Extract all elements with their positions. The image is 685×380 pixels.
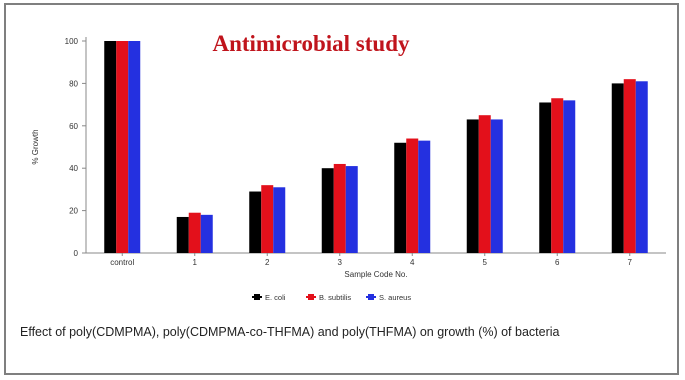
y-tick-label: 100	[65, 37, 79, 46]
bar-0-1	[176, 216, 189, 253]
x-tick-label: 3	[338, 258, 343, 267]
x-tick-label: 1	[193, 258, 198, 267]
bar-0-6	[539, 102, 552, 253]
figure-caption: Effect of poly(CDMPMA), poly(CDMPMA-co-T…	[20, 325, 560, 339]
bar-1-7	[623, 79, 636, 253]
bar-2-2	[273, 187, 286, 253]
bar-chart: Antimicrobial study 0 20 40 60 80 100 % Growth c…	[31, 31, 666, 302]
bar-0-5	[466, 119, 479, 253]
x-tick-label: 6	[555, 258, 560, 267]
bar-1-3	[333, 163, 346, 253]
y-tick-label: 60	[69, 122, 78, 131]
figure-frame: Antimicrobial study 0 20 40 60 80 100 % Growth c…	[4, 3, 679, 375]
legend-label: S. aureus	[379, 293, 411, 302]
bar-0-2	[249, 191, 262, 253]
bar-2-5	[490, 119, 503, 253]
bar-1-5	[478, 115, 491, 253]
bar-2-6	[563, 100, 576, 253]
x-axis-label: Sample Code No.	[344, 270, 407, 279]
bar-1-0	[116, 41, 129, 253]
x-tick-label: control	[110, 258, 134, 267]
y-tick-label: 20	[69, 207, 78, 216]
legend-swatch	[308, 294, 314, 300]
legend-label: E. coli	[265, 293, 286, 302]
bar-2-1	[200, 214, 213, 253]
chart-title: Antimicrobial study	[212, 31, 410, 56]
bar-0-3	[321, 168, 334, 253]
x-tick-label: 4	[410, 258, 415, 267]
x-tick-label: 7	[628, 258, 633, 267]
bar-2-7	[635, 81, 648, 253]
bar-2-4	[418, 140, 431, 253]
x-tick-label: 2	[265, 258, 270, 267]
legend-swatch	[254, 294, 260, 300]
bar-0-0	[104, 41, 117, 253]
bar-0-7	[611, 83, 624, 254]
y-tick-label: 0	[74, 249, 79, 258]
bar-2-3	[345, 166, 358, 253]
y-tick-label: 40	[69, 164, 78, 173]
bar-1-6	[551, 98, 564, 254]
y-axis-label: % Growth	[31, 129, 40, 164]
x-tick-label: 5	[483, 258, 488, 267]
bar-1-1	[188, 212, 201, 253]
bar-1-4	[406, 138, 419, 253]
bar-2-0	[128, 41, 141, 253]
legend-label: B. subtilis	[319, 293, 351, 302]
bar-1-2	[261, 185, 274, 253]
legend-swatch	[368, 294, 374, 300]
bar-0-4	[394, 142, 407, 253]
y-tick-label: 80	[69, 79, 78, 88]
